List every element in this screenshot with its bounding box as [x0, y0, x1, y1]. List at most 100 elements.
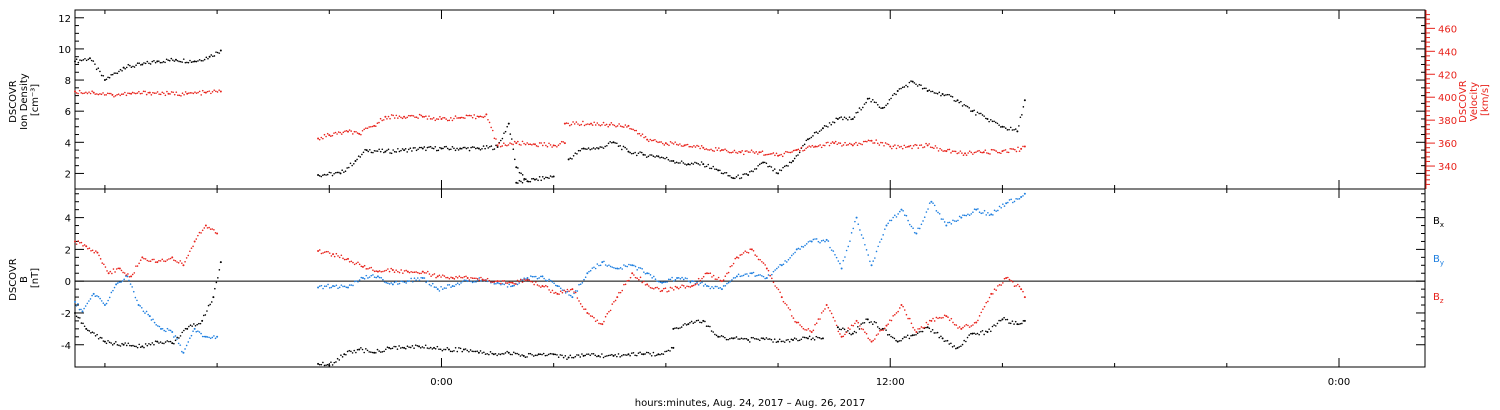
by-sample [702, 285, 705, 287]
bz-sample [161, 258, 164, 261]
series-velocity [74, 89, 1026, 158]
y-tick-label: 0 [65, 277, 71, 288]
bx-sample [788, 341, 791, 343]
bz-sample [908, 317, 911, 320]
bz-sample [744, 250, 747, 252]
density-sample [517, 182, 519, 184]
velocity-sample [1018, 150, 1021, 152]
bx-sample [705, 325, 708, 327]
by-sample [551, 281, 554, 283]
density-sample [659, 156, 661, 159]
bx-sample [931, 328, 934, 331]
bz-sample [880, 329, 883, 331]
velocity-sample [619, 125, 622, 127]
bx-point [612, 354, 615, 357]
velocity-sample [331, 134, 334, 137]
bz-sample [862, 328, 865, 331]
bx-sample [966, 336, 969, 339]
by-sample [1008, 199, 1011, 201]
velocity-sample [591, 124, 594, 126]
bx-point [926, 326, 929, 329]
by-point [601, 261, 604, 264]
bz-sample [413, 271, 416, 274]
bx-sample [930, 330, 932, 333]
velocity-sample [114, 94, 117, 97]
by-sample [544, 279, 547, 282]
velocity-sample [644, 135, 647, 138]
velocity-sample [674, 141, 677, 143]
bx-sample [446, 346, 449, 349]
bx-point [477, 351, 480, 354]
density-sample [758, 163, 761, 166]
density-sample [655, 155, 658, 157]
velocity-sample [462, 117, 465, 119]
bx-sample [853, 330, 856, 333]
by-sample [140, 306, 143, 309]
by-sample [554, 284, 557, 287]
bx-sample [404, 347, 407, 350]
velocity-sample [532, 143, 535, 145]
y-tick-label: 8 [65, 76, 71, 87]
bx-sample [146, 344, 149, 347]
bz-sample [168, 258, 170, 260]
by-sample [912, 227, 914, 230]
velocity-sample [894, 144, 896, 146]
by-sample [609, 265, 612, 268]
by-point [204, 335, 207, 338]
density-point [507, 122, 510, 125]
by-sample [800, 245, 803, 248]
bz-sample [135, 265, 137, 267]
bx-sample [179, 335, 182, 337]
velocity-sample [897, 144, 899, 147]
velocity-sample [866, 140, 868, 143]
bx-sample [116, 344, 119, 346]
by-point [466, 280, 469, 283]
density-sample [842, 118, 844, 121]
velocity-sample [831, 141, 834, 143]
bx-sample [679, 327, 681, 329]
density-sample [790, 161, 793, 164]
bx-sample [913, 334, 916, 336]
bz-sample [898, 307, 901, 309]
bx-sample [745, 337, 748, 340]
bx-point [433, 346, 436, 349]
density-sample [594, 148, 597, 150]
density-sample [425, 149, 427, 152]
density-sample [767, 165, 769, 168]
velocity-sample [481, 115, 483, 118]
velocity-sample [689, 145, 692, 148]
velocity-sample [714, 146, 717, 149]
bz-sample [373, 270, 376, 273]
by-sample [869, 260, 871, 263]
density-sample [901, 86, 904, 89]
plasma-data [74, 49, 1026, 184]
bx-sample [577, 354, 580, 356]
bz-sample [864, 331, 866, 334]
velocity-sample [158, 93, 160, 95]
bx-sample [105, 342, 108, 345]
bx-sample [524, 356, 527, 359]
bz-sample [729, 265, 732, 268]
bz-sample [603, 320, 605, 323]
velocity-sample [218, 89, 220, 91]
bz-sample [707, 272, 710, 275]
velocity-sample [432, 117, 435, 119]
velocity-sample [77, 92, 79, 95]
density-sample [125, 66, 128, 69]
bz-sample [211, 228, 214, 230]
velocity-point [814, 145, 817, 148]
bx-sample [980, 331, 982, 333]
density-sample [481, 147, 483, 150]
velocity-sample [598, 124, 600, 126]
bz-sample [619, 291, 622, 294]
bz-sample [894, 313, 896, 316]
by-sample [393, 281, 396, 284]
bz-sample [544, 284, 547, 287]
bx-sample [517, 353, 520, 356]
velocity-sample [1014, 148, 1016, 151]
bx-sample [637, 352, 640, 354]
density-sample [719, 169, 721, 172]
bz-sample [318, 249, 321, 251]
bx-sample [439, 348, 442, 351]
bx-sample [674, 327, 676, 329]
